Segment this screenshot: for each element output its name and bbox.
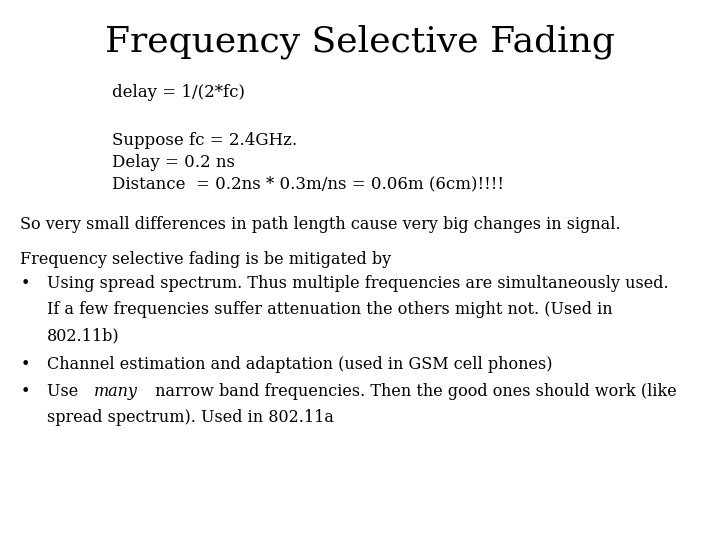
Text: Frequency Selective Fading: Frequency Selective Fading bbox=[105, 24, 615, 59]
Text: So very small differences in path length cause very big changes in signal.: So very small differences in path length… bbox=[20, 216, 621, 233]
Text: If a few frequencies suffer attenuation the others might not. (Used in: If a few frequencies suffer attenuation … bbox=[47, 301, 613, 318]
Text: •: • bbox=[20, 383, 30, 400]
Text: Using spread spectrum. Thus multiple frequencies are simultaneously used.: Using spread spectrum. Thus multiple fre… bbox=[47, 275, 668, 292]
Text: delay = 1/(2*fc): delay = 1/(2*fc) bbox=[112, 84, 245, 100]
Text: spread spectrum). Used in 802.11a: spread spectrum). Used in 802.11a bbox=[47, 409, 333, 426]
Text: Use: Use bbox=[47, 383, 84, 400]
Text: •: • bbox=[20, 356, 30, 373]
Text: Distance  = 0.2ns * 0.3m/ns = 0.06m (6cm)!!!!: Distance = 0.2ns * 0.3m/ns = 0.06m (6cm)… bbox=[112, 176, 503, 192]
Text: narrow band frequencies. Then the good ones should work (like: narrow band frequencies. Then the good o… bbox=[150, 383, 677, 400]
Text: Channel estimation and adaptation (used in GSM cell phones): Channel estimation and adaptation (used … bbox=[47, 356, 552, 373]
Text: •: • bbox=[20, 275, 30, 292]
Text: many: many bbox=[94, 383, 138, 400]
Text: Delay = 0.2 ns: Delay = 0.2 ns bbox=[112, 154, 235, 171]
Text: 802.11b): 802.11b) bbox=[47, 327, 120, 344]
Text: Frequency selective fading is be mitigated by: Frequency selective fading is be mitigat… bbox=[20, 251, 391, 268]
Text: Suppose fc = 2.4GHz.: Suppose fc = 2.4GHz. bbox=[112, 132, 297, 149]
